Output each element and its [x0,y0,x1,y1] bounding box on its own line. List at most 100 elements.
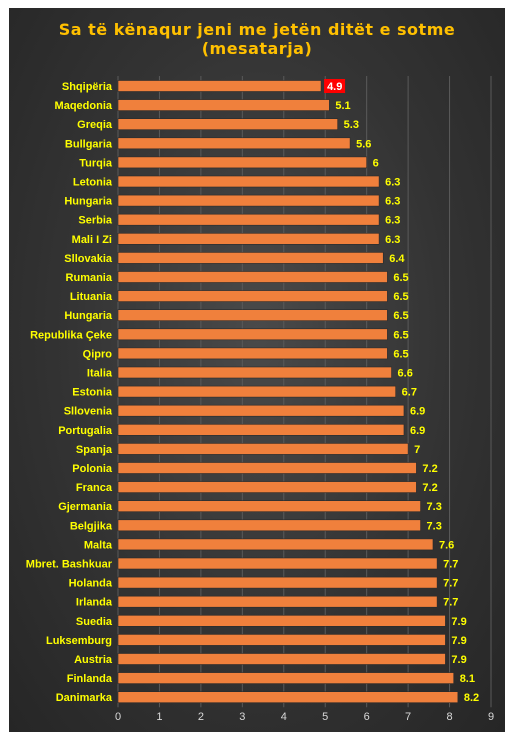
bar [117,290,388,302]
value-label: 7.3 [427,501,442,513]
value-label: 5.3 [344,119,359,131]
bar [117,576,438,589]
chart-title-line-2: (mesatarja) [202,39,313,58]
category-label: Belgjika [70,520,113,532]
chart-title: Sa të kënaqur jeni me jetën ditët e sotm… [59,20,455,58]
category-label: Sllovenia [64,406,113,418]
value-label: 7.9 [451,654,466,666]
chart-frame: Sa të kënaqur jeni me jetën ditët e sotm… [9,8,505,732]
bar [117,634,446,646]
category-label: Finlanda [67,673,113,685]
value-label: 4.9 [327,81,342,93]
category-label: Luksemburg [46,635,112,647]
category-label: Bullgaria [65,138,113,150]
value-label: 6 [373,157,379,169]
x-tick-label: 2 [198,711,204,723]
value-label: 6.3 [385,196,400,208]
value-label: 7.6 [439,539,454,551]
value-label: 6.5 [393,272,408,284]
value-label: 5.1 [335,100,350,112]
bar [117,519,421,532]
x-tick-label: 1 [156,711,162,723]
value-label: 6.9 [410,406,425,418]
x-tick-label: 6 [364,711,370,723]
x-tick-label: 7 [405,711,411,723]
bar [117,252,384,264]
bar [117,328,388,341]
x-axis-tick-labels: 0 1 2 3 4 5 6 7 8 9 [115,711,494,723]
bar [117,194,380,207]
category-label: Malta [84,539,113,551]
bar [117,691,459,704]
value-label: 7.7 [443,597,458,609]
bar [117,118,338,130]
bars [117,80,459,704]
category-label: Portugalia [58,425,113,437]
x-tick-label: 8 [446,711,452,723]
category-label: Suedia [76,616,113,628]
category-label: Mali I Zi [72,234,112,246]
value-label: 7.2 [422,463,437,475]
category-label: Republika Çeke [30,329,112,341]
category-label: Qipro [83,348,113,360]
value-label: 6.7 [402,387,417,399]
bar [117,595,438,608]
bar [117,672,455,684]
category-label: Gjermania [58,501,113,513]
value-labels: 4.9 5.1 5.3 5.66 6.3 6.3 6.3 6.3 6.4 6.5 6.5 6.5 6.5… [324,79,479,704]
value-label: 6.3 [385,234,400,246]
category-label: Serbia [78,215,113,227]
category-label: Turqia [79,157,113,169]
category-label: Hungaria [64,196,113,208]
value-label: 7.2 [422,482,437,494]
value-label: 7.9 [451,616,466,628]
x-tick-label: 9 [488,711,494,723]
category-label: Danimarka [56,692,113,704]
value-label: 6.5 [393,291,408,303]
highlight-value-box [324,79,346,93]
category-label: Spanja [76,444,113,456]
category-label: Italia [87,368,113,380]
bar-chart: Sa të kënaqur jeni me jetën ditët e sotm… [26,20,494,723]
value-label: 6.5 [393,348,408,360]
value-label: 6.3 [385,215,400,227]
bar [117,481,417,493]
category-label: Sllovakia [64,253,113,265]
bar [117,137,351,150]
x-tick-label: 3 [239,711,245,723]
value-label: 7.7 [443,578,458,590]
value-label: 7 [414,444,420,456]
value-label: 8.2 [464,692,479,704]
category-label: Polonia [72,463,113,475]
category-label: Austria [74,654,113,666]
x-tick-label: 5 [322,711,328,723]
bar [117,614,446,627]
category-label: Maqedonia [55,100,113,112]
category-label: Greqia [77,119,113,131]
value-label: 6.6 [398,368,413,380]
bar [117,233,380,245]
value-label: 6.4 [389,253,405,265]
category-label: Hungaria [64,310,113,322]
bar [117,271,388,283]
category-label: Mbret. Bashkuar [26,559,113,571]
bar [117,500,421,513]
bar [117,309,388,322]
category-label: Holanda [69,578,113,590]
category-label: Rumania [66,272,113,284]
category-label: Estonia [72,387,113,399]
category-label: Irlanda [76,597,113,609]
x-tick-label: 4 [281,711,287,723]
bar [117,443,409,455]
bar [117,156,367,169]
category-label: Shqipëria [62,81,113,93]
chart-title-line-1: Sa të kënaqur jeni me jetën ditët e sotm… [59,20,455,39]
bar [117,80,322,92]
bar [117,366,392,379]
bar [117,462,417,474]
value-label: 6.5 [393,329,408,341]
bar [117,347,388,360]
category-label: Lituania [70,291,113,303]
value-label: 7.7 [443,559,458,571]
value-label: 6.5 [393,310,408,322]
